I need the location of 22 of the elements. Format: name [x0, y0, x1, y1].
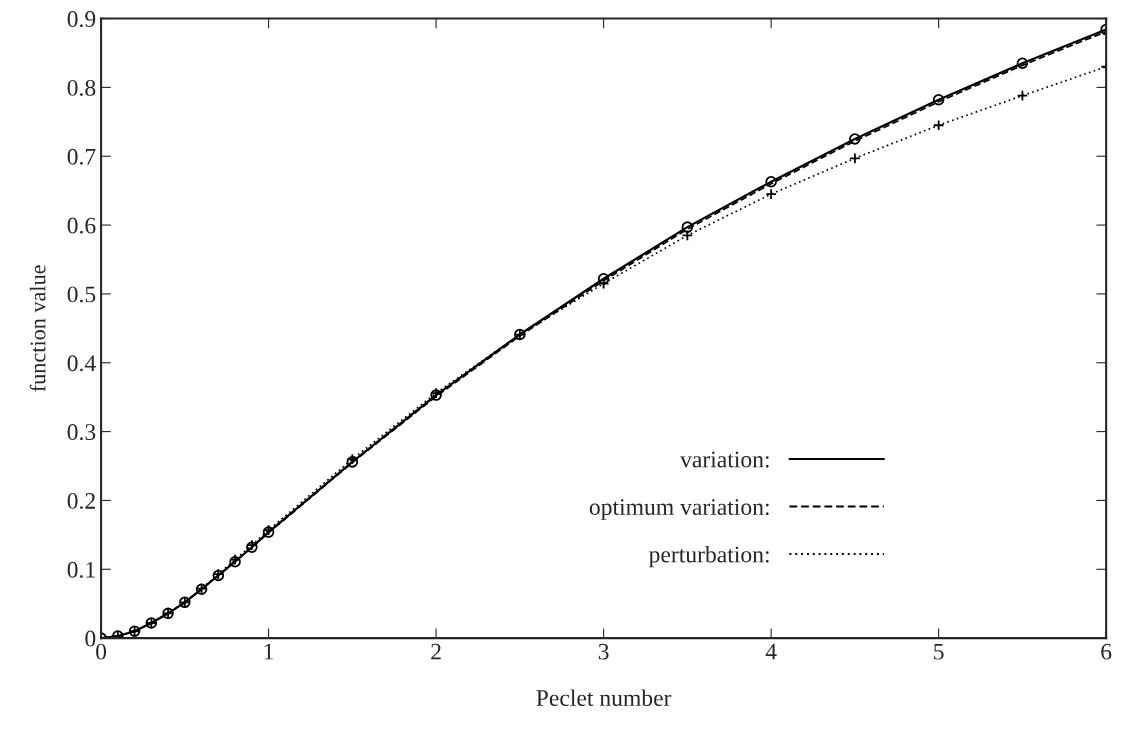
- legend-label: perturbation:: [648, 545, 769, 568]
- y-tick-label: 0.2: [67, 492, 95, 509]
- y-tick-label: 0.9: [67, 11, 96, 28]
- y-tick-label: 0: [85, 630, 96, 647]
- y-axis-title: function value: [29, 265, 46, 392]
- y-tick-label: 0.3: [67, 424, 96, 441]
- y-tick-label: 0.6: [67, 217, 96, 234]
- y-tick-label: 0.5: [67, 286, 96, 303]
- y-tick-label: 0.8: [67, 79, 96, 96]
- x-tick-label: 2: [431, 643, 441, 660]
- x-tick-label: 1: [264, 643, 274, 660]
- x-tick-label: 0: [96, 643, 107, 660]
- y-tick-label: 0.4: [67, 355, 96, 372]
- x-axis-title: Peclet number: [536, 689, 672, 707]
- x-tick-label: 3: [598, 643, 609, 660]
- x-tick-label: 5: [934, 643, 944, 660]
- y-tick-label: 0.7: [67, 148, 96, 165]
- legend-label: optimum variation:: [589, 499, 769, 520]
- x-tick-label: 4: [765, 643, 777, 660]
- legend-label: variation:: [680, 451, 769, 468]
- y-tick-label: 0.1: [67, 561, 95, 578]
- x-tick-label: 6: [1101, 643, 1112, 660]
